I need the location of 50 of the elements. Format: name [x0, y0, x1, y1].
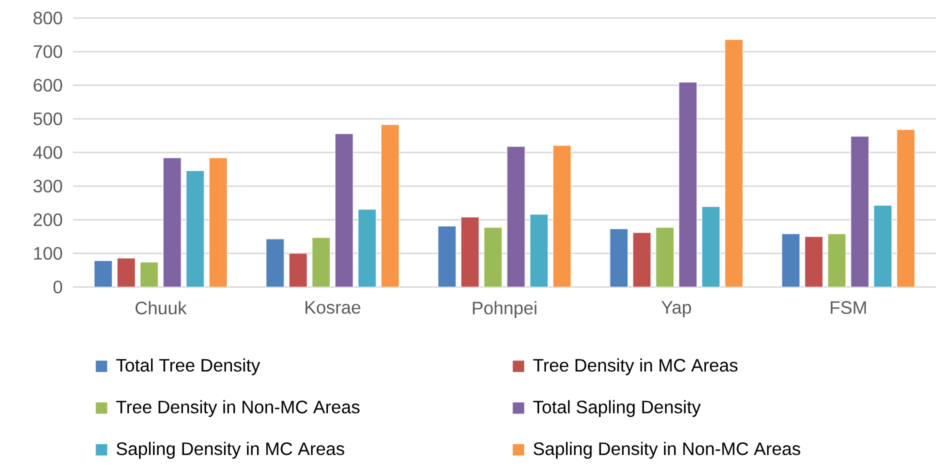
- bar: [116, 258, 136, 287]
- y-tick-label: 600: [34, 78, 62, 92]
- x-tick-label: FSM: [830, 301, 866, 314]
- bar: [266, 238, 284, 287]
- legend-label: Tree Density in MC Areas: [533, 358, 738, 376]
- bar: [312, 237, 330, 287]
- legend-label: Total Tree Density: [116, 358, 260, 376]
- y-tick-label: 800: [34, 12, 62, 24]
- bar: [804, 236, 824, 287]
- y-tick-label: 500: [34, 112, 62, 126]
- bar: [484, 227, 502, 287]
- bar: [380, 124, 400, 287]
- bar: [506, 146, 526, 287]
- y-tick-label: 100: [34, 246, 62, 260]
- bar: [186, 170, 204, 287]
- y-tick-label: 400: [33, 146, 62, 159]
- bar: [530, 214, 548, 287]
- bar: [828, 234, 846, 287]
- bar: [288, 253, 308, 287]
- y-tick-label: 700: [34, 45, 62, 58]
- bar: [896, 129, 916, 287]
- x-tick-label: Kosrae: [306, 301, 360, 314]
- bar: [656, 227, 674, 287]
- bar: [610, 228, 628, 287]
- bar: [94, 260, 112, 287]
- bar: [140, 262, 158, 287]
- bar: [358, 209, 376, 287]
- bar: [724, 39, 744, 287]
- y-tick-label: 200: [34, 213, 62, 226]
- x-tick-label: Yap: [661, 301, 691, 318]
- bar: [438, 226, 456, 287]
- legend-label: Tree Density in Non-MC Areas: [116, 400, 360, 417]
- bar: [850, 136, 870, 287]
- y-tick-label: 0: [54, 280, 62, 294]
- legend-label: Total Sapling Density: [533, 400, 701, 417]
- bar: [208, 158, 228, 287]
- bar: [782, 234, 800, 287]
- bar: [678, 82, 698, 287]
- legend-label: Sapling Density in Non-MC Areas: [534, 442, 800, 459]
- bar: [632, 232, 652, 287]
- bar: [552, 145, 572, 287]
- bar: [162, 158, 182, 287]
- bar: [460, 216, 480, 287]
- bar: [874, 204, 892, 287]
- bar: [702, 206, 720, 287]
- x-tick-label: Chuuk: [136, 301, 187, 314]
- y-tick-label: 300: [33, 180, 62, 192]
- legend-label: Sapling Density in MC Areas: [116, 442, 344, 459]
- x-tick-label: Pohnpei: [472, 301, 536, 318]
- bar: [334, 133, 354, 287]
